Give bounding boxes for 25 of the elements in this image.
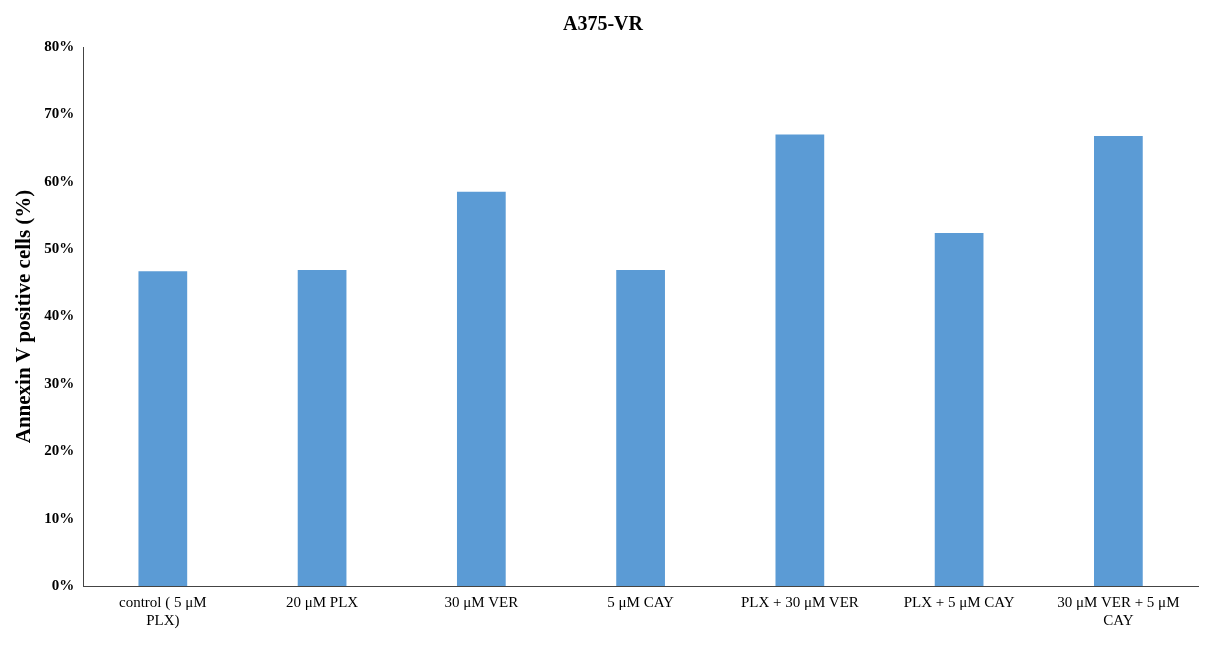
y-tick-label: 80% <box>44 37 75 54</box>
bar <box>616 270 665 586</box>
bar <box>775 134 825 586</box>
y-tick-label: 20% <box>44 442 75 459</box>
y-tick-label: 50% <box>44 240 75 256</box>
bar <box>297 270 347 586</box>
bar <box>934 232 984 586</box>
y-axis-title: Annexin V positive cells (%) <box>11 189 36 444</box>
y-tick-label: 30% <box>44 374 75 391</box>
y-tick-label: 10% <box>44 509 75 526</box>
bar <box>1094 135 1143 586</box>
x-tick-label: 30 μM VER <box>444 593 519 610</box>
y-tick-label: 70% <box>44 105 75 122</box>
y-tick-label: 0% <box>51 576 75 593</box>
chart-title: A375-VR <box>563 12 644 35</box>
bar <box>138 271 188 586</box>
x-tick-label: 5 μM CAY <box>607 593 675 610</box>
x-tick-label: control ( 5 μM PLX) <box>119 593 207 629</box>
x-tick-label: PLX + 30 μM VER <box>740 593 859 610</box>
y-tick-label: 60% <box>44 172 75 189</box>
x-tick-label: 20 μM PLX <box>285 593 359 610</box>
y-tick-label: 40% <box>44 307 75 324</box>
x-tick-label: 30 μM VER + 5 μM CAY <box>1057 593 1180 628</box>
x-tick-label: PLX + 5 μM CAY <box>903 593 1015 610</box>
bar <box>456 191 506 586</box>
